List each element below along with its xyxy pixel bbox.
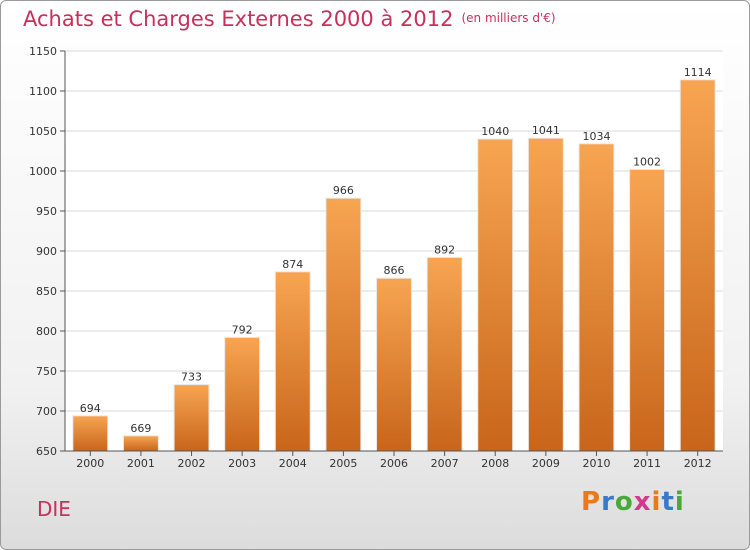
logo-letter: x <box>633 487 652 517</box>
y-tick-label: 650 <box>36 445 57 458</box>
city-name: DIE <box>37 497 71 521</box>
logo-letter: i <box>651 487 662 517</box>
y-tick-label: 800 <box>36 325 57 338</box>
x-tick-label: 2007 <box>431 457 459 470</box>
logo-letter: i <box>674 487 685 517</box>
bar-2010 <box>578 143 615 452</box>
x-tick-label: 2009 <box>532 457 560 470</box>
x-tick-label: 2008 <box>481 457 509 470</box>
logo-letter: P <box>581 487 602 517</box>
bar-2003 <box>224 336 261 452</box>
x-tick-label: 2011 <box>633 457 661 470</box>
bar-2005 <box>325 197 362 452</box>
y-tick-label: 1100 <box>29 85 57 98</box>
y-tick-label: 900 <box>36 245 57 258</box>
data-label: 1034 <box>582 130 610 143</box>
x-tick-label: 2005 <box>329 457 357 470</box>
data-label: 866 <box>384 264 405 277</box>
data-label: 1002 <box>633 155 661 168</box>
data-label: 694 <box>80 402 101 415</box>
y-tick-label: 850 <box>36 285 57 298</box>
x-tick-label: 2010 <box>582 457 610 470</box>
x-tick-label: 2004 <box>279 457 307 470</box>
data-label: 874 <box>282 258 303 271</box>
logo-letter: t <box>661 487 675 517</box>
data-label: 1041 <box>532 124 560 137</box>
data-label: 792 <box>232 323 253 336</box>
y-tick-label: 750 <box>36 365 57 378</box>
chart-title: Achats et Charges Externes 2000 à 2012 (e… <box>23 7 556 31</box>
bar-2009 <box>527 137 564 452</box>
y-tick-label: 1000 <box>29 165 57 178</box>
proxiti-logo: Proxiti <box>581 487 685 517</box>
bar-2004 <box>274 271 311 452</box>
bar-2002 <box>173 384 210 452</box>
x-tick-label: 2012 <box>684 457 712 470</box>
y-tick-label: 700 <box>36 405 57 418</box>
x-tick-label: 2006 <box>380 457 408 470</box>
x-tick-label: 2003 <box>228 457 256 470</box>
data-label: 1040 <box>481 125 509 138</box>
logo-letter: o <box>614 487 634 517</box>
bar-2008 <box>477 138 514 452</box>
bar-2011 <box>629 168 666 452</box>
data-label: 669 <box>130 422 151 435</box>
x-tick-label: 2000 <box>76 457 104 470</box>
data-label: 1114 <box>684 66 712 79</box>
x-tick-label: 2002 <box>178 457 206 470</box>
bar-2012 <box>679 79 716 452</box>
bar-2007 <box>426 256 463 452</box>
y-tick-label: 1150 <box>29 45 57 58</box>
logo-letter: r <box>601 487 615 517</box>
y-tick-label: 950 <box>36 205 57 218</box>
data-label: 966 <box>333 184 354 197</box>
x-tick-label: 2001 <box>127 457 155 470</box>
chart-subtitle: (en milliers d'€) <box>461 11 556 25</box>
data-label: 733 <box>181 371 202 384</box>
bar-2000 <box>72 415 109 452</box>
y-tick-label: 1050 <box>29 125 57 138</box>
data-label: 892 <box>434 243 455 256</box>
bar-2006 <box>376 277 412 452</box>
bar-2001 <box>122 435 159 452</box>
chart-title-text: Achats et Charges Externes 2000 à 2012 <box>23 7 454 31</box>
